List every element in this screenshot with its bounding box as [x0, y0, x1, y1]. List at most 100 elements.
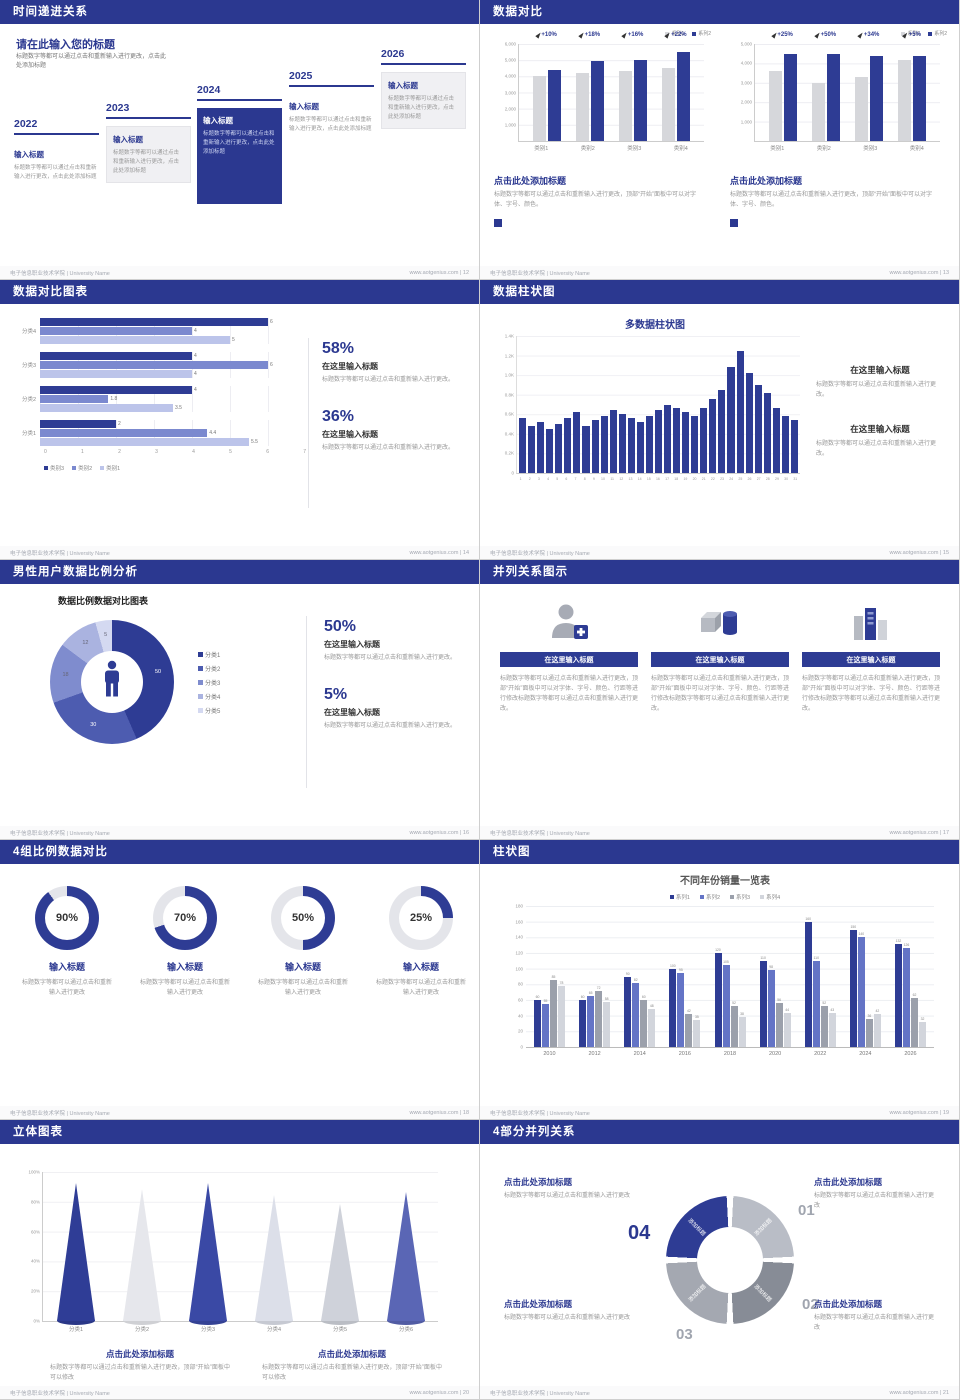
bar-slot: 52 — [820, 906, 828, 1047]
legend-item: 分类4 — [198, 692, 220, 701]
y-axis-label: 0.2K — [504, 450, 514, 456]
bar-group: +22% — [662, 31, 691, 141]
bar-value: 100 — [670, 963, 676, 968]
bar-value: 52 — [732, 1001, 736, 1006]
legend-item: 类别2 — [72, 464, 92, 472]
timeline-subtitle: 标题数字等都可以通过点击和重新输入进行更改，点击此处添加标题 — [16, 54, 167, 70]
block-body: 标题数字等都可以通过点击和重新输入进行更改。 — [816, 382, 937, 398]
x-axis-label: 22 — [710, 477, 715, 481]
bar — [519, 418, 527, 473]
ring-gauge: 50% — [271, 886, 335, 950]
bar-value: 42 — [686, 1009, 691, 1014]
chart-title: 数据比例数据对比图表 — [58, 596, 149, 606]
slide-header-title: 并列关系图示 — [493, 566, 568, 578]
gauge-percent: 70% — [173, 912, 197, 924]
slice-label: 50 — [154, 669, 162, 676]
footer-site-page: www.aotgenius.com | 20 — [409, 1389, 469, 1396]
bar — [40, 404, 173, 412]
horizontal-bar-chart: 分类4 6 4 5 分类3 4 6 4 分类2 4 1.8 3.5 分类1 2 4.4 5.5 — [14, 318, 306, 446]
slide-grouped-columns: 柱状图 不同年份销量一览表 系列1 系列2 系列3 系列4 180 160 140 120 1… — [480, 840, 960, 1120]
bar — [754, 384, 762, 473]
slide-footer: 电子信息职业技术学院 | University Name www.aotgeni… — [0, 266, 479, 279]
legend-swatch — [901, 31, 906, 36]
bar-value: 78 — [559, 980, 564, 985]
footer-site-page: www.aotgenius.com | 18 — [409, 1109, 469, 1116]
part-block-top-right: 点击此处添加标题 标题数字等都可以通过点击和重新输入进行更改 — [814, 1176, 938, 1211]
y-axis-label: 100% — [28, 1169, 40, 1175]
bar-value: 38 — [740, 1012, 744, 1017]
bar-value: 65 — [588, 991, 593, 996]
bar-line: 4.4 — [40, 429, 306, 437]
category-label: 分类1 — [21, 431, 36, 437]
slide-footer: 电子信息职业技术学院 | University Name www.aotgeni… — [0, 826, 479, 839]
shapes-icon — [651, 598, 789, 648]
legend-label: 分类5 — [205, 709, 221, 715]
slide-header-bar: 4组比例数据对比 — [0, 840, 479, 864]
legend-label: 类别3 — [50, 466, 65, 472]
x-axis-tick: 1 — [81, 449, 84, 455]
chart-title: 不同年份销量一览表 — [680, 876, 770, 887]
bar — [654, 410, 662, 473]
block-body: 标题数字等都可以通过点击和重新输入进行更改 — [504, 1315, 631, 1321]
category-label: 分类5 — [332, 1327, 348, 1333]
bar-group: +50% — [811, 31, 840, 141]
x-axis-label: 19 — [683, 477, 688, 481]
x-axis-label: 12 — [619, 477, 624, 481]
x-axis-label: 2012 — [588, 1051, 601, 1057]
legend-label: 系列2 — [698, 31, 711, 37]
bar — [677, 972, 685, 1047]
male-icon — [101, 660, 123, 704]
legend-swatch — [72, 466, 77, 470]
y-axis-label: 40 — [517, 1013, 523, 1019]
y-axis-label: 180 — [515, 903, 523, 909]
bar-value: 6 — [270, 362, 273, 368]
x-axis-label: 7 — [574, 477, 577, 481]
y-axis-label: 1.4K — [504, 333, 514, 339]
bar-group: 150 140 36 42 — [849, 906, 881, 1047]
timeline-title: 请在此输入您的标题 — [16, 39, 115, 51]
bar-value: 62 — [912, 993, 917, 998]
growth-label: +5% — [902, 31, 921, 39]
bar-group: 90 82 60 48 — [624, 906, 656, 1047]
x-axis-label: 2016 — [678, 1051, 691, 1057]
bar-value: 5 — [232, 337, 235, 343]
bar-slot: 32 — [919, 906, 926, 1047]
bar-series2 — [913, 55, 927, 141]
growth-value: +16% — [627, 32, 644, 38]
gauge-item-4: 25% 输入标题 标题数字等都可以通过点击和重新输入进行更改 — [366, 886, 476, 998]
bar-value: 60 — [641, 995, 646, 1000]
x-axis-ticks: 0 1 2 3 4 5 6 7 — [44, 449, 306, 455]
bar — [709, 398, 717, 473]
bar — [624, 976, 632, 1047]
bar — [591, 420, 599, 473]
y-axis-label: 60% — [30, 1229, 40, 1235]
slide-header-bar: 数据对比图表 — [0, 280, 479, 304]
gauge-body: 标题数字等都可以通过点击和重新输入进行更改 — [139, 980, 230, 996]
slide-gauges: 4组比例数据对比 90% 输入标题 标题数字等都可以通过点击和重新输入进行更改 … — [0, 840, 480, 1120]
cone-shape — [387, 1192, 425, 1321]
grouped-bar-chart: 6,000 5,000 4,000 3,000 2,000 1,000 +10% +18% +1… — [505, 31, 704, 142]
bar — [849, 929, 857, 1047]
y-axis-label: 0 — [520, 1044, 523, 1050]
bar-series2 — [634, 60, 648, 141]
bar-slot: 85 — [550, 906, 557, 1047]
x-axis-label: 31 — [793, 477, 798, 481]
x-axis-label: 17 — [665, 477, 670, 481]
growth-value: +18% — [584, 32, 601, 38]
bar-slot: 120 — [714, 906, 722, 1047]
block-title: 点击此处添加标题 — [504, 1299, 573, 1309]
bar-slot: 110 — [759, 906, 767, 1047]
bar-value: 5.5 — [251, 439, 258, 445]
bar-value: 42 — [875, 1009, 880, 1014]
bar-slot: 43 — [828, 906, 836, 1047]
bar-value: 4 — [194, 328, 197, 334]
x-axis-label: 9 — [592, 477, 595, 481]
segment-label: 添加标题 — [754, 1217, 774, 1238]
bar — [595, 990, 603, 1047]
parallel-item-3: 在这里输入标题 标题数字等都可以通过点击和重新输入进行更改，顶部“开始”面板中可… — [802, 598, 940, 715]
legend-item: 分类1 — [198, 650, 220, 659]
bar-group: +34% — [855, 31, 884, 141]
legend-swatch — [100, 466, 105, 470]
gauge-item-3: 50% 输入标题 标题数字等都可以通过点击和重新输入进行更改 — [248, 886, 358, 998]
bar-slot: 105 — [722, 906, 730, 1047]
